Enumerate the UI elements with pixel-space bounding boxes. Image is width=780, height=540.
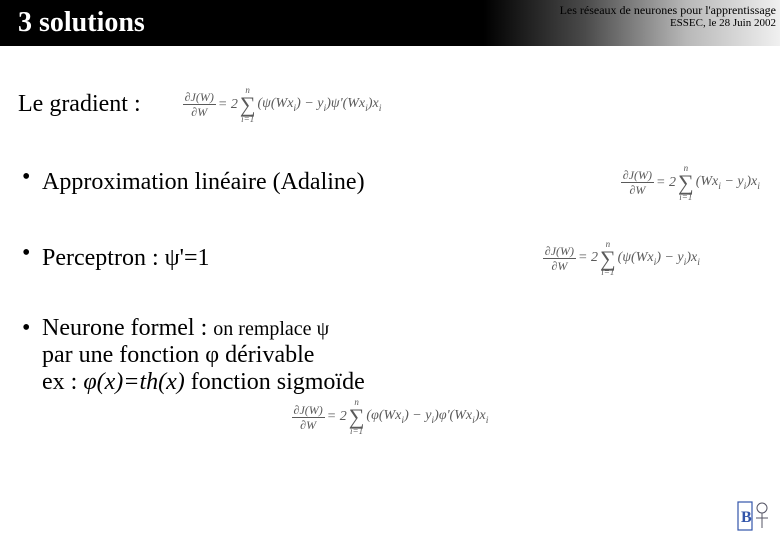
formula-body: (ψ(Wxi) − yi)ψ'(Wxi)xi xyxy=(258,96,382,114)
slide-header: 3 solutions Les réseaux de neurones pour… xyxy=(0,0,780,46)
subtitle-line1: Les réseaux de neurones pour l'apprentis… xyxy=(560,4,776,17)
sigma-icon: ∑ xyxy=(678,173,694,193)
sigma-icon: ∑ xyxy=(600,249,616,269)
formula-body: (Wxi − yi)xi xyxy=(696,174,760,192)
bullet-perceptron: Perceptron : ψ'=1 ∂J(W) ∂W = 2 n ∑ i=1 (… xyxy=(18,240,760,278)
adaline-formula: ∂J(W) ∂W = 2 n ∑ i=1 (Wxi − yi)xi xyxy=(619,164,760,202)
perceptron-formula: ∂J(W) ∂W = 2 n ∑ i=1 (ψ(Wxi) − yi)xi xyxy=(541,240,700,278)
slide-content: Le gradient : ∂J(W) ∂W = 2 n ∑ i=1 (ψ(Wx… xyxy=(0,46,780,446)
sum-bot: i=1 xyxy=(350,427,363,436)
sigma-icon: ∑ xyxy=(349,407,365,427)
subtitle-line2: ESSEC, le 28 Juin 2002 xyxy=(560,17,776,29)
gradient-formula: ∂J(W) ∂W = 2 n ∑ i=1 (ψ(Wxi) − yi)ψ'(Wxi… xyxy=(181,86,382,124)
adaline-text: Approximation linéaire (Adaline) xyxy=(42,169,365,196)
neurone-line1b: on remplace ψ xyxy=(213,318,329,340)
frac-den: ∂W xyxy=(298,418,318,431)
neurone-line2: par une fonction φ dérivable xyxy=(42,342,314,368)
slide-title: 3 solutions xyxy=(0,7,145,39)
formula-eq: = 2 xyxy=(656,175,676,191)
formula-eq: = 2 xyxy=(578,250,598,266)
sum-bot: i=1 xyxy=(679,193,692,202)
footer-logo-icon: B xyxy=(736,498,772,534)
formula-body: (φ(Wxi) − yi)φ'(Wxi)xi xyxy=(366,408,488,426)
neurone-formula: ∂J(W) ∂W = 2 n ∑ i=1 (φ(Wxi) − yi)φ'(Wxi… xyxy=(290,398,489,436)
bullet-adaline: Approximation linéaire (Adaline) ∂J(W) ∂… xyxy=(18,164,760,202)
neurone-line3: ex : φ(x)=th(x) fonction sigmoïde xyxy=(42,369,365,395)
gradient-label: Le gradient : xyxy=(18,91,141,118)
formula-eq: = 2 xyxy=(218,97,238,113)
frac-num: ∂J(W) xyxy=(183,91,216,105)
gradient-row: Le gradient : ∂J(W) ∂W = 2 n ∑ i=1 (ψ(Wx… xyxy=(18,86,760,124)
slide-subtitle: Les réseaux de neurones pour l'apprentis… xyxy=(560,4,776,29)
frac-den: ∂W xyxy=(549,259,569,272)
neurone-line1a: Neurone formel : xyxy=(42,315,213,341)
frac-num: ∂J(W) xyxy=(292,404,325,418)
frac-num: ∂J(W) xyxy=(621,169,654,183)
perceptron-text: Perceptron : ψ'=1 xyxy=(42,245,210,272)
formula-body: (ψ(Wxi) − yi)xi xyxy=(618,250,700,268)
svg-text:B: B xyxy=(741,509,752,526)
frac-den: ∂W xyxy=(189,105,209,118)
bullet-list: Approximation linéaire (Adaline) ∂J(W) ∂… xyxy=(18,164,760,397)
neurone-formula-wrap: ∂J(W) ∂W = 2 n ∑ i=1 (φ(Wxi) − yi)φ'(Wxi… xyxy=(18,398,760,436)
sum-bot: i=1 xyxy=(601,268,614,277)
frac-den: ∂W xyxy=(627,183,647,196)
bullet-neurone: Neurone formel : on remplace ψ par une f… xyxy=(18,315,760,396)
sum-bot: i=1 xyxy=(241,115,254,124)
sigma-icon: ∑ xyxy=(240,95,256,115)
formula-eq: = 2 xyxy=(327,409,347,425)
frac-num: ∂J(W) xyxy=(543,245,576,259)
